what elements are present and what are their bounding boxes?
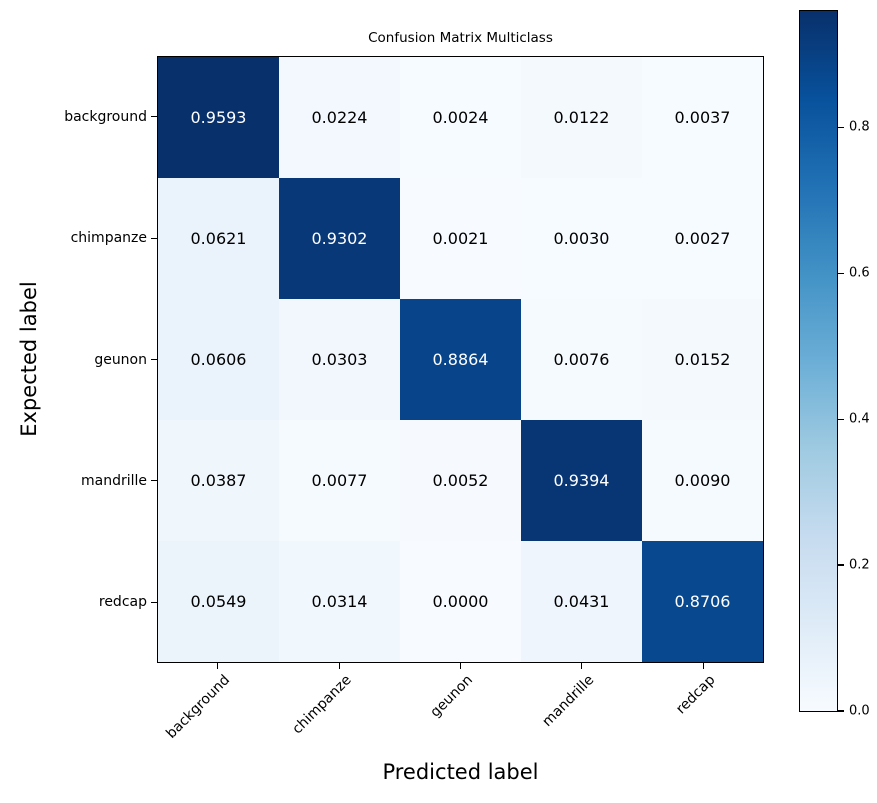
matrix-cell: 0.0152: [642, 299, 763, 420]
cell-value: 0.0387: [190, 471, 247, 490]
heatmap-grid: 0.9593 0.0224 0.0024 0.0122 0.0037 0.0621 0.93…: [157, 56, 764, 663]
matrix-cell: 0.8706: [642, 541, 763, 662]
cell-value: 0.0314: [311, 592, 368, 611]
matrix-cell: 0.0037: [642, 57, 763, 178]
cell-value: 0.8706: [674, 592, 731, 611]
matrix-cell: 0.0303: [279, 299, 400, 420]
matrix-cell: 0.9302: [279, 178, 400, 299]
matrix-cell: 0.0431: [521, 541, 642, 662]
x-tick-mark: [702, 663, 704, 669]
matrix-cell: 0.0024: [400, 57, 521, 178]
cell-value: 0.0621: [190, 229, 247, 248]
x-tick-label: mandrille: [539, 672, 598, 730]
cell-value: 0.8864: [432, 350, 489, 369]
matrix-cell: 0.0077: [279, 420, 400, 541]
y-tick-mark: [151, 116, 157, 118]
matrix-cell: 0.0000: [400, 541, 521, 662]
colorbar-tick-label: 0.4: [849, 411, 870, 427]
colorbar-tick-label: 0.0: [849, 703, 870, 719]
x-tick-label: chimpanze: [289, 672, 355, 738]
x-tick-mark: [581, 663, 583, 669]
cell-value: 0.9302: [311, 229, 368, 248]
matrix-cell: 0.0549: [158, 541, 279, 662]
cell-value: 0.0000: [432, 592, 489, 611]
colorbar-tick-label: 0.2: [849, 557, 870, 573]
matrix-cell: 0.0122: [521, 57, 642, 178]
cell-value: 0.0606: [190, 350, 247, 369]
cell-value: 0.0024: [432, 108, 489, 127]
cell-value: 0.9394: [553, 471, 610, 490]
x-axis-title: Predicted label: [382, 760, 539, 784]
x-tick-label: geunon: [427, 672, 476, 721]
y-tick-label: geunon: [94, 351, 147, 368]
matrix-cell: 0.0027: [642, 178, 763, 299]
matrix-cell: 0.0021: [400, 178, 521, 299]
colorbar-tick-mark: [838, 418, 844, 420]
matrix-cell: 0.9593: [158, 57, 279, 178]
y-tick-label: redcap: [98, 594, 147, 611]
colorbar: [799, 10, 838, 712]
cell-value: 0.0027: [674, 229, 731, 248]
x-tick-label: background: [163, 672, 234, 742]
chart-title: Confusion Matrix Multiclass: [368, 30, 553, 46]
colorbar-tick-mark: [838, 564, 844, 566]
matrix-cell: 0.9394: [521, 420, 642, 541]
x-tick-mark: [459, 663, 462, 669]
matrix-cell: 0.0621: [158, 178, 279, 299]
matrix-cell: 0.0387: [158, 420, 279, 541]
y-tick-mark: [151, 237, 157, 239]
cell-value: 0.0021: [432, 229, 489, 248]
matrix-cell: 0.0076: [521, 299, 642, 420]
cell-value: 0.0152: [674, 350, 731, 369]
x-tick-label: redcap: [673, 672, 719, 718]
matrix-cell: 0.0606: [158, 299, 279, 420]
colorbar-tick-mark: [838, 126, 844, 128]
cell-value: 0.0077: [311, 471, 368, 490]
cell-value: 0.9593: [190, 108, 247, 127]
y-tick-label: mandrille: [80, 472, 147, 489]
matrix-cell: 0.8864: [400, 299, 521, 420]
colorbar-tick-label: 0.8: [849, 119, 870, 135]
colorbar-tick-mark: [838, 710, 844, 712]
cell-value: 0.0076: [553, 350, 610, 369]
cell-value: 0.0030: [553, 229, 610, 248]
matrix-cell: 0.0090: [642, 420, 763, 541]
cell-value: 0.0431: [553, 592, 610, 611]
cell-value: 0.0090: [674, 471, 731, 490]
x-tick-mark: [338, 663, 340, 669]
cell-value: 0.0224: [311, 108, 368, 127]
matrix-cell: 0.0052: [400, 420, 521, 541]
cell-value: 0.0052: [432, 471, 489, 490]
colorbar-gradient: [800, 11, 837, 711]
y-tick-label: chimpanze: [70, 230, 147, 247]
y-tick-mark: [151, 601, 157, 603]
cell-value: 0.0303: [311, 350, 368, 369]
y-tick-label: background: [64, 108, 147, 125]
matrix-cell: 0.0224: [279, 57, 400, 178]
matrix-cell: 0.0314: [279, 541, 400, 662]
matrix-cell: 0.0030: [521, 178, 642, 299]
cell-value: 0.0037: [674, 108, 731, 127]
colorbar-tick-label: 0.6: [849, 265, 870, 281]
colorbar-tick-mark: [838, 272, 844, 274]
x-tick-mark: [217, 663, 219, 669]
cell-value: 0.0549: [190, 592, 247, 611]
y-tick-mark: [151, 480, 157, 482]
y-tick-mark: [151, 358, 157, 361]
cell-value: 0.0122: [553, 108, 610, 127]
